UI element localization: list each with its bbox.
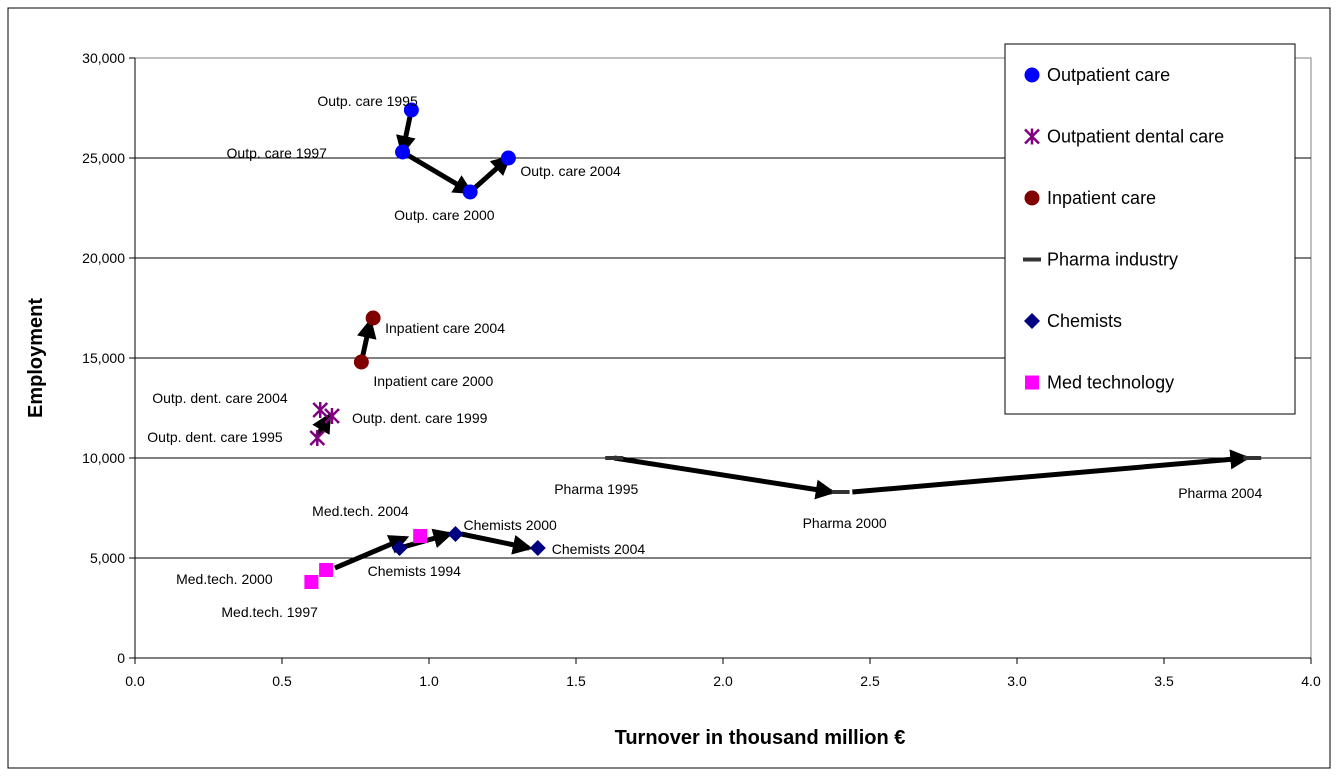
axes: 0 5,000 10,000 15,000 20,000 25,000 30,000 0.0 0… bbox=[82, 50, 1321, 689]
legend-label: Inpatient care bbox=[1047, 188, 1156, 208]
point-label: Pharma 1995 bbox=[554, 481, 638, 497]
x-axis-title: Turnover in thousand million € bbox=[615, 727, 906, 749]
point-label: Med.tech. 2004 bbox=[312, 503, 409, 519]
point-label: Chemists 1994 bbox=[368, 563, 462, 579]
trend-arrow bbox=[852, 449, 1251, 495]
y-tick-label: 0 bbox=[117, 650, 125, 666]
data-point bbox=[319, 563, 334, 577]
data-point bbox=[403, 102, 419, 118]
point-label: Inpatient care 2004 bbox=[385, 320, 505, 336]
legend-label: Pharma industry bbox=[1047, 250, 1178, 270]
x-tick-label: 0.5 bbox=[272, 673, 292, 689]
legend: Outpatient care Outpatient dental care Inp… bbox=[1004, 43, 1296, 415]
y-tick-label: 20,000 bbox=[82, 250, 125, 266]
y-tick-label: 10,000 bbox=[82, 450, 125, 466]
legend-label: Outpatient dental care bbox=[1047, 127, 1224, 147]
point-label: Pharma 2000 bbox=[803, 515, 887, 531]
legend-box bbox=[1004, 43, 1296, 415]
legend-marker bbox=[1024, 190, 1040, 206]
point-label: Outp. dent. care 1995 bbox=[147, 429, 283, 445]
legend-label: Med technology bbox=[1047, 373, 1174, 393]
data-point bbox=[413, 529, 428, 543]
data-point bbox=[391, 540, 408, 556]
legend-marker bbox=[1024, 313, 1040, 329]
x-tick-label: 3.0 bbox=[1007, 673, 1027, 689]
data-point bbox=[500, 150, 516, 166]
x-tick-label: 0.0 bbox=[125, 673, 145, 689]
point-label: Med.tech. 1997 bbox=[221, 604, 318, 620]
point-label: Outp. care 1997 bbox=[227, 145, 328, 161]
trend-arrow bbox=[460, 531, 533, 555]
data-markers bbox=[304, 102, 1262, 589]
y-axis-title: Employment bbox=[25, 298, 47, 418]
point-label: Pharma 2004 bbox=[1178, 485, 1262, 501]
y-tick-label: 25,000 bbox=[82, 150, 125, 166]
x-tick-label: 3.5 bbox=[1154, 673, 1174, 689]
trend-arrow bbox=[401, 149, 474, 195]
point-label: Med.tech. 2000 bbox=[176, 571, 273, 587]
legend-marker bbox=[1024, 67, 1040, 83]
x-tick-label: 1.0 bbox=[419, 673, 439, 689]
point-label: Outp. care 1995 bbox=[317, 93, 418, 109]
point-label: Chemists 2004 bbox=[552, 541, 646, 557]
y-tick-label: 5,000 bbox=[90, 550, 125, 566]
legend-marker bbox=[1025, 375, 1039, 390]
x-tick-label: 4.0 bbox=[1301, 673, 1321, 689]
y-tick-label: 30,000 bbox=[82, 50, 125, 66]
point-label: Outp. dent. care 2004 bbox=[152, 390, 288, 406]
point-label: Outp. dent. care 1999 bbox=[352, 410, 488, 426]
point-label: Outp. care 2000 bbox=[394, 207, 495, 223]
x-tick-label: 1.5 bbox=[566, 673, 586, 689]
legend-label: Chemists bbox=[1047, 311, 1122, 331]
data-point bbox=[365, 310, 381, 326]
legend-marker bbox=[1024, 128, 1040, 145]
data-point bbox=[529, 540, 546, 556]
data-point bbox=[353, 354, 369, 370]
trend-arrow bbox=[333, 535, 410, 571]
legend-label: Outpatient care bbox=[1047, 65, 1170, 85]
data-point bbox=[304, 575, 319, 589]
x-tick-label: 2.0 bbox=[713, 673, 733, 689]
y-tick-label: 15,000 bbox=[82, 350, 125, 366]
data-point bbox=[462, 184, 478, 200]
data-point bbox=[312, 402, 329, 418]
trend-arrow bbox=[613, 455, 836, 500]
data-point bbox=[447, 526, 464, 542]
point-label: Outp. care 2004 bbox=[520, 163, 621, 179]
data-point bbox=[395, 144, 411, 160]
point-label: Inpatient care 2000 bbox=[373, 373, 493, 389]
data-point bbox=[309, 430, 326, 446]
data-point bbox=[324, 408, 340, 424]
x-tick-label: 2.5 bbox=[860, 673, 880, 689]
point-labels: Outp. care 1995 Outp. care 1997 Outp. care… bbox=[147, 93, 1262, 620]
point-label: Chemists 2000 bbox=[463, 517, 557, 533]
trend-arrow bbox=[468, 155, 512, 194]
